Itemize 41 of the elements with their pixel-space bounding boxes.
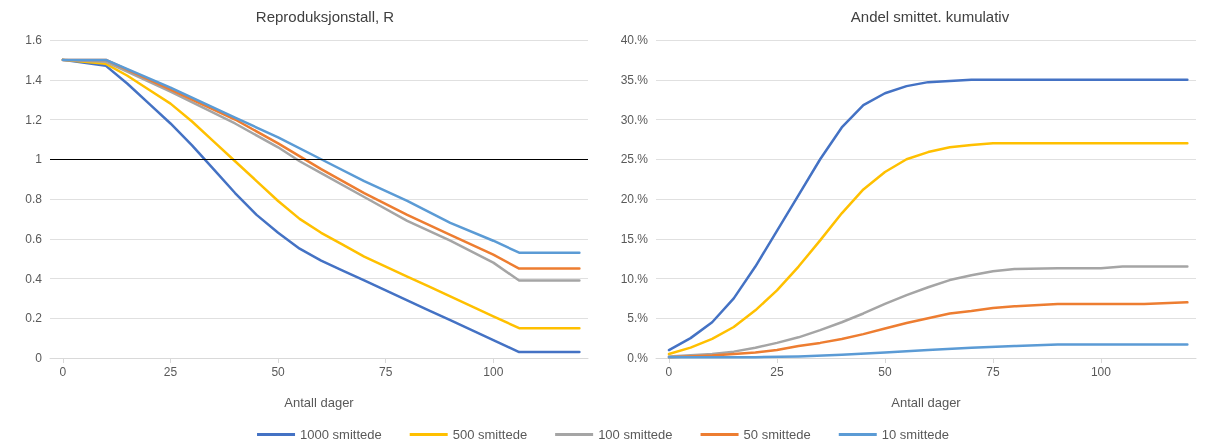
x-axis-title: Antall dager	[284, 395, 355, 410]
y-tick-label: 0.2	[25, 311, 43, 326]
chart-title: Reproduksjonstall, R	[255, 8, 395, 25]
y-tick-label: 1.4	[25, 72, 43, 87]
y-tick-label: 0	[35, 351, 43, 365]
x-tick-label: 50	[271, 365, 286, 379]
x-tick-label: 0	[59, 365, 67, 379]
y-tick-label: 30.%	[620, 112, 649, 127]
x-tick-label: 0	[665, 365, 673, 379]
x-tick-label: 100	[1090, 365, 1112, 379]
x-axis-title: Antall dager	[891, 395, 962, 410]
y-tick-label: 25.%	[620, 152, 649, 167]
legend-label: 1000 smittede	[300, 427, 382, 442]
y-tick-label: 40.%	[620, 33, 649, 47]
legend-label: 100 smittede	[598, 427, 673, 442]
y-tick-label: 0.6	[25, 231, 43, 246]
y-tick-label: 0.%	[627, 351, 649, 365]
y-tick-label: 0.8	[25, 192, 43, 206]
line-series	[667, 343, 1189, 359]
y-tick-label: 35.%	[620, 72, 649, 87]
y-tick-label: 5.%	[627, 311, 649, 326]
chart-title: Andel smittet. kumulativ	[850, 8, 1010, 25]
x-tick-label: 75	[379, 365, 393, 379]
y-tick-label: 10.%	[620, 271, 649, 286]
legend-label: 10 smittede	[881, 427, 949, 442]
line-series	[667, 78, 1189, 352]
x-tick-label: 25	[770, 365, 784, 379]
legend-label: 50 smittede	[743, 427, 811, 442]
line-series	[667, 142, 1189, 356]
line-series	[667, 265, 1189, 358]
x-tick-label: 25	[163, 365, 178, 379]
y-tick-label: 1.6	[25, 33, 43, 47]
y-tick-label: 20.%	[620, 192, 649, 206]
legend-label: 500 smittede	[452, 427, 528, 442]
x-tick-label: 100	[483, 365, 504, 379]
y-tick-label: 1	[35, 152, 43, 167]
y-tick-label: 0.4	[25, 271, 43, 286]
x-tick-label: 75	[986, 365, 1000, 379]
x-tick-label: 50	[878, 365, 892, 379]
y-tick-label: 1.2	[25, 112, 43, 127]
y-tick-label: 15.%	[620, 231, 649, 246]
